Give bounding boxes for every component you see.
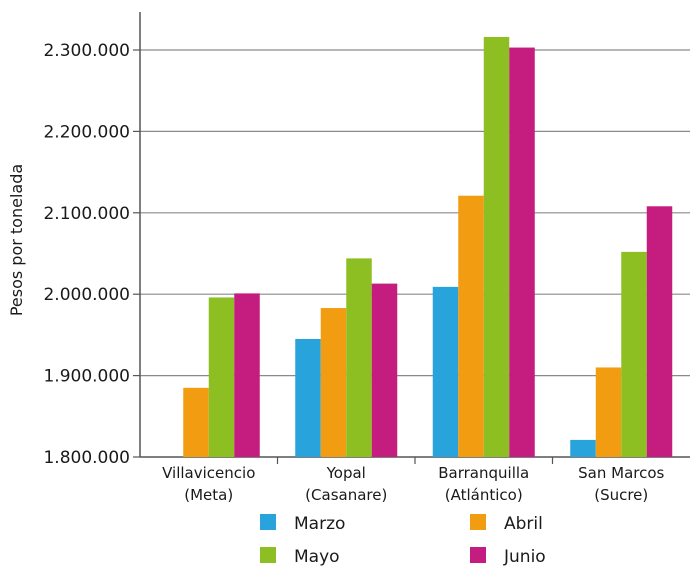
x-tick-label: Yopal — [326, 464, 366, 482]
legend-label-junio: Junio — [503, 547, 546, 567]
bar-junio-1 — [371, 283, 398, 457]
bar-abril-0 — [183, 387, 209, 457]
x-tick-label: Villavicencio — [162, 464, 255, 482]
bar-mayo-2 — [483, 36, 510, 457]
bar-junio-0 — [234, 293, 260, 457]
legend: Marzo Abril Mayo Junio — [260, 514, 546, 567]
legend-label-abril: Abril — [504, 514, 543, 534]
bar-abril-1 — [320, 308, 347, 457]
x-tick-label: Barranquilla — [438, 464, 529, 482]
bar-marzo-1 — [295, 338, 321, 457]
bar-abril-2 — [458, 195, 484, 457]
bars-layer — [183, 36, 673, 458]
y-tick-label: 2.100.000 — [43, 204, 130, 224]
labels-layer: 1.800.000 1.900.000 2.000.000 2.100.000 2.20… — [43, 41, 664, 504]
y-tick-label: 1.900.000 — [43, 367, 130, 387]
bar-mayo-1 — [346, 258, 372, 457]
legend-swatch-abril — [470, 514, 486, 530]
x-tick-label: (Casanare) — [305, 486, 387, 504]
bar-abril-3 — [595, 367, 622, 457]
legend-label-marzo: Marzo — [294, 514, 345, 534]
legend-swatch-marzo — [260, 514, 276, 530]
x-tick-label: (Meta) — [184, 486, 233, 504]
x-tick-label: San Marcos — [578, 464, 664, 482]
legend-swatch-junio — [470, 547, 486, 563]
y-axis-label: Pesos por tonelada — [7, 164, 26, 316]
bar-mayo-0 — [208, 297, 235, 457]
bar-junio-2 — [509, 47, 535, 458]
bar-marzo-2 — [432, 286, 459, 457]
legend-swatch-mayo — [260, 547, 276, 563]
x-tick-label: (Atlántico) — [445, 486, 523, 504]
x-tick-label: (Sucre) — [594, 486, 648, 504]
y-tick-label: 2.200.000 — [43, 122, 130, 142]
legend-label-mayo: Mayo — [294, 547, 340, 567]
y-tick-label: 1.800.000 — [43, 448, 130, 468]
bar-marzo-3 — [570, 439, 596, 457]
bar-junio-3 — [646, 206, 673, 457]
y-tick-label: 2.000.000 — [43, 285, 130, 305]
bar-mayo-3 — [621, 251, 647, 457]
y-tick-label: 2.300.000 — [43, 41, 130, 61]
